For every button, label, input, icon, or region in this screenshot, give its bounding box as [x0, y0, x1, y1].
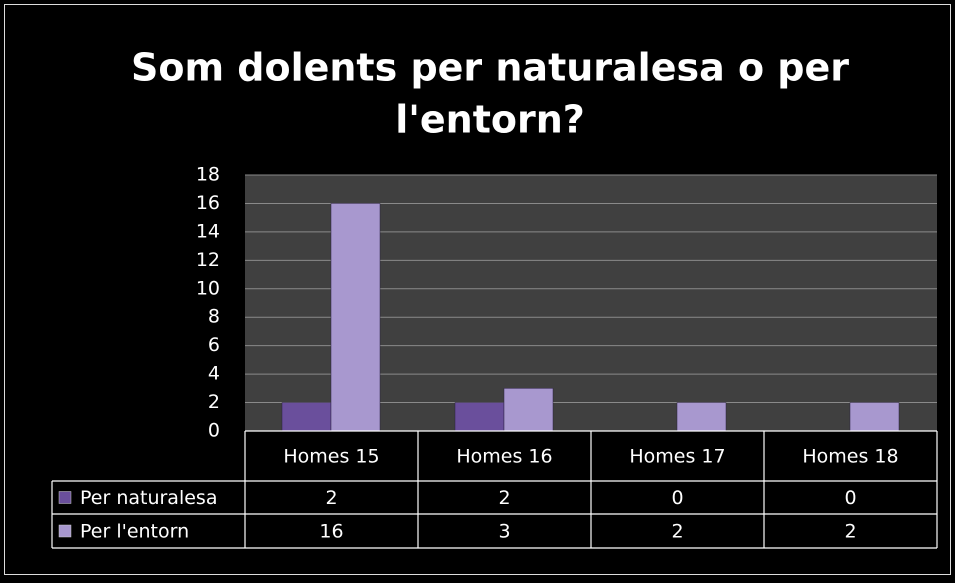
y-tick-label: 10 — [196, 277, 220, 299]
table-cell: 2 — [844, 521, 856, 543]
table-cell: 16 — [319, 521, 343, 543]
y-tick-label: 12 — [196, 249, 220, 271]
y-tick-label: 6 — [208, 334, 220, 356]
y-tick-label: 14 — [196, 220, 220, 242]
table-cell: 2 — [671, 521, 683, 543]
y-tick-label: 8 — [208, 306, 220, 328]
bar — [454, 402, 505, 432]
table-cell: 2 — [325, 487, 337, 509]
y-tick-label: 18 — [196, 164, 220, 186]
bar — [849, 402, 900, 432]
x-tick-label: Homes 18 — [802, 446, 898, 468]
table-cell: 2 — [498, 487, 510, 509]
bar — [281, 402, 332, 432]
legend-label: Per l'entorn — [80, 521, 189, 543]
x-tick-label: Homes 15 — [283, 446, 379, 468]
x-tick-label: Homes 17 — [629, 446, 725, 468]
chart-title: l'entorn? — [395, 98, 585, 142]
x-tick-label: Homes 16 — [456, 446, 552, 468]
legend-key — [58, 491, 72, 504]
legend-label: Per naturalesa — [80, 487, 217, 509]
bar — [503, 388, 554, 432]
y-tick-label: 0 — [208, 420, 220, 442]
legend-key — [58, 524, 72, 538]
y-tick-label: 16 — [196, 192, 220, 214]
table-cell: 0 — [671, 487, 683, 509]
y-tick-label: 2 — [208, 391, 220, 413]
table-cell: 0 — [844, 487, 856, 509]
bar — [676, 402, 727, 432]
chart-title: Som dolents per naturalesa o per — [131, 46, 849, 90]
table-cell: 3 — [498, 521, 510, 543]
bar — [330, 203, 381, 432]
y-tick-label: 4 — [208, 363, 220, 385]
